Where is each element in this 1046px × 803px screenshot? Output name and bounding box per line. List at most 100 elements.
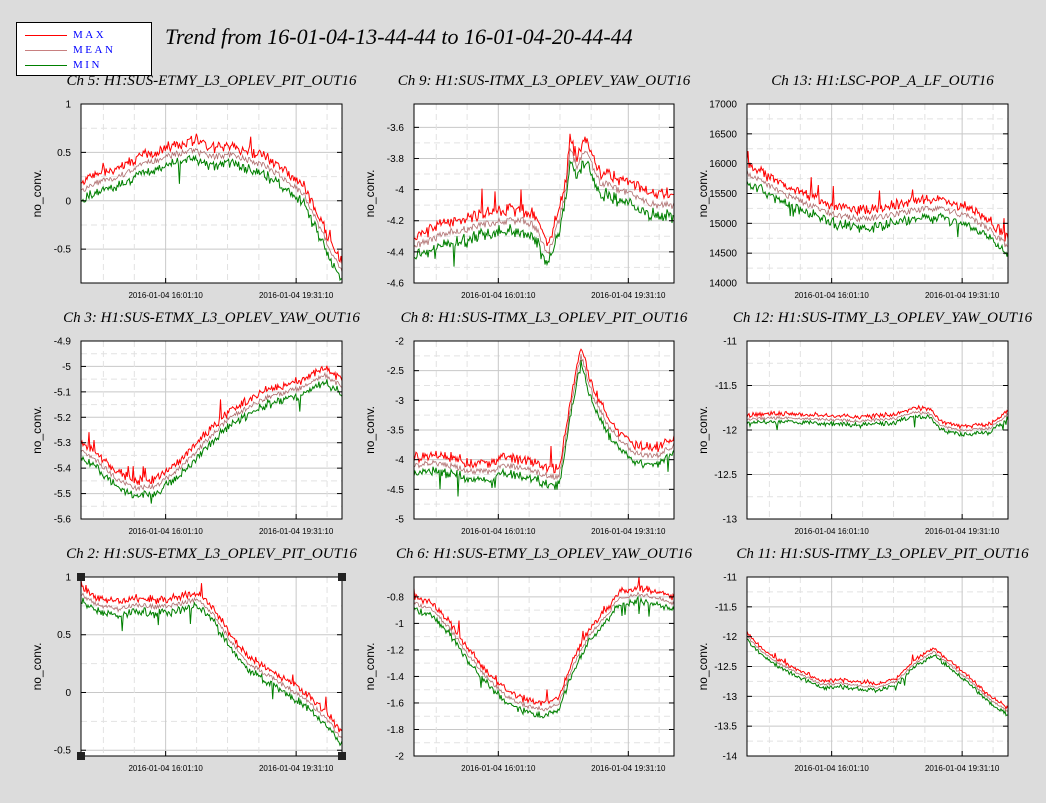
y-tick-label: -1.8	[387, 725, 405, 736]
y-tick-label: -0.5	[54, 746, 72, 757]
y-tick-label: -1.6	[387, 698, 405, 709]
y-tick-label: 0.5	[57, 148, 71, 159]
page-title: Trend from 16-01-04-13-44-44 to 16-01-04…	[165, 24, 633, 49]
y-tick-label: -11.5	[715, 381, 737, 392]
y-tick-label: -4.6	[387, 279, 405, 290]
series-min-line	[80, 597, 343, 747]
y-tick-label: -4.2	[387, 216, 405, 227]
x-tick-label: 2016-01-04 19:31:10	[925, 291, 1000, 300]
series-max-line	[413, 576, 675, 706]
y-tick-label: -13	[723, 515, 738, 526]
x-tick-label: 2016-01-04 19:31:10	[259, 291, 334, 300]
chart-title: Ch 9: H1:SUS-ITMX_L3_OPLEV_YAW_OUT16	[398, 73, 691, 89]
y-tick-label: -0.5	[54, 245, 72, 256]
x-tick-label: 2016-01-04 16:01:10	[461, 764, 536, 773]
chart-title: Ch 6: H1:SUS-ETMY_L3_OPLEV_YAW_OUT16	[396, 546, 692, 562]
series-max-line	[746, 151, 1009, 242]
chart-title: Ch 13: H1:LSC-POP_A_LF_OUT16	[771, 73, 994, 89]
chart-panel-1: -0.5 0 0.5 1 2016-01-04 16:01:10 2016-01-04 1…	[30, 73, 357, 300]
y-tick-label: -11.5	[715, 602, 737, 613]
series-mean-line	[746, 169, 1009, 248]
chart-title: Ch 12: H1:SUS-ITMY_L3_OPLEV_YAW_OUT16	[733, 310, 1033, 326]
legend: MAX MEAN MIN	[16, 22, 152, 76]
plot-area[interactable]	[80, 576, 343, 757]
y-tick-label: 1	[65, 100, 71, 111]
selection-handle[interactable]	[338, 752, 346, 760]
legend-swatch-min	[25, 65, 67, 66]
y-tick-label: -4	[395, 185, 404, 196]
selection-handle[interactable]	[77, 752, 85, 760]
y-tick-label: -12	[723, 632, 738, 643]
x-tick-label: 2016-01-04 16:01:10	[461, 527, 536, 536]
y-tick-label: -4	[395, 455, 404, 466]
y-tick-label: -3.6	[387, 123, 405, 134]
series-min-line	[413, 595, 675, 719]
series-mean-line	[413, 354, 675, 481]
x-tick-label: 2016-01-04 16:01:10	[128, 291, 203, 300]
y-tick-label: -1	[395, 619, 404, 630]
x-tick-label: 2016-01-04 19:31:10	[591, 527, 666, 536]
x-tick-label: 2016-01-04 19:31:10	[591, 764, 666, 773]
y-tick-label: 15000	[709, 219, 737, 230]
y-tick-label: 0	[65, 688, 71, 699]
chart-panel-6: -13 -12.5 -12 -11.5 -11 2016-01-04 16:01:10 20…	[696, 310, 1033, 536]
legend-label-min: MIN	[73, 59, 102, 71]
y-tick-label: -11	[723, 337, 737, 348]
y-tick-label: 16000	[709, 159, 737, 170]
chart-panel-8: -2 -1.8 -1.6 -1.4 -1.2 -1 -0.8 2016-01-04 16:01…	[363, 546, 692, 773]
y-tick-label: 15500	[709, 189, 737, 200]
y-tick-label: -12.5	[714, 662, 737, 673]
y-tick-label: -4.5	[387, 485, 405, 496]
plot-area[interactable]	[413, 576, 675, 757]
y-tick-label: 14500	[709, 249, 737, 260]
y-tick-label: -4.4	[387, 247, 405, 258]
chart-panel-2: -4.6 -4.4 -4.2 -4 -3.8 -3.6 2016-01-04 16:01:1…	[363, 73, 691, 300]
y-tick-label: -4.9	[54, 337, 72, 348]
plot-frame	[80, 576, 343, 757]
y-tick-label: -12	[723, 426, 738, 437]
y-tick-label: -3.5	[387, 426, 405, 437]
chart-panel-4: -5.6 -5.5 -5.4 -5.3 -5.2 -5.1 -5 -4.9 2016-01-04…	[30, 310, 360, 536]
chart-panel-5: -5 -4.5 -4 -3.5 -3 -2.5 -2 2016-01-04 16:01:10 2…	[363, 310, 688, 536]
series-mean-line	[746, 410, 1009, 433]
y-tick-label: -5.5	[54, 489, 72, 500]
y-tick-label: 17000	[709, 100, 737, 111]
series-max-line	[413, 348, 675, 474]
series-mean-line	[80, 147, 343, 273]
plot-area[interactable]	[80, 103, 343, 284]
selection-handle[interactable]	[338, 573, 346, 581]
legend-label-mean: MEAN	[73, 44, 116, 56]
y-axis-label: no_conv.	[30, 643, 44, 691]
y-axis-label: no_conv.	[363, 406, 377, 454]
chart-title: Ch 3: H1:SUS-ETMX_L3_OPLEV_YAW_OUT16	[63, 310, 360, 326]
y-tick-label: -11	[723, 573, 737, 584]
y-axis-label: no_conv.	[363, 643, 377, 691]
x-tick-label: 2016-01-04 19:31:10	[259, 764, 334, 773]
series-mean-line	[413, 591, 675, 712]
chart-panel-3: 14000 14500 15000 15500 16000 16500 17000 2016-…	[696, 73, 1009, 300]
y-tick-label: -3	[395, 396, 404, 407]
legend-item-mean: MEAN	[17, 43, 151, 57]
legend-label-max: MAX	[73, 29, 107, 41]
x-tick-label: 2016-01-04 19:31:10	[925, 527, 1000, 536]
y-tick-label: -5.1	[54, 387, 72, 398]
y-tick-label: -5.3	[54, 438, 72, 449]
selection-handle[interactable]	[77, 573, 85, 581]
x-tick-label: 2016-01-04 19:31:10	[591, 291, 666, 300]
y-tick-label: -13	[723, 692, 738, 703]
chart-title: Ch 2: H1:SUS-ETMX_L3_OPLEV_PIT_OUT16	[66, 546, 357, 562]
plot-frame	[413, 576, 675, 757]
y-axis-label: no_conv.	[30, 170, 44, 218]
x-tick-label: 2016-01-04 16:01:10	[128, 764, 203, 773]
y-tick-label: -5.4	[54, 464, 72, 475]
y-axis-label: no_conv.	[30, 406, 44, 454]
series-max-line	[746, 630, 1009, 710]
plot-frame	[80, 103, 343, 284]
y-tick-label: -0.8	[387, 592, 405, 603]
y-tick-label: -12.5	[714, 470, 737, 481]
series-min-line	[746, 638, 1009, 717]
x-tick-label: 2016-01-04 16:01:10	[794, 527, 869, 536]
plot-frame	[80, 340, 343, 520]
y-axis-label: no_conv.	[696, 406, 710, 454]
series-max-line	[80, 365, 343, 486]
